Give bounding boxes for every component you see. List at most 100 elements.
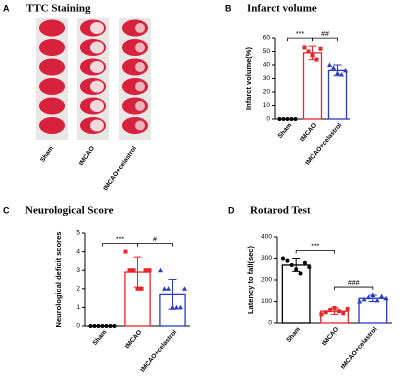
data-point [289, 262, 294, 267]
data-point [307, 265, 312, 270]
y-tick-label: 60 [263, 35, 271, 42]
significance-label: # [153, 236, 157, 243]
data-point [343, 67, 348, 73]
data-point [331, 65, 336, 70]
data-point [178, 304, 183, 310]
data-point [123, 249, 128, 254]
x-tick-label: tMCAO [124, 329, 144, 350]
data-point [293, 117, 298, 121]
infarct [90, 80, 104, 93]
y-tick-label: 3 [76, 267, 80, 274]
bar [281, 264, 311, 324]
chart-title: Infarct volume [247, 3, 317, 15]
data-point [335, 70, 340, 76]
infarct [135, 62, 145, 72]
data-point [158, 267, 163, 273]
infarct [135, 101, 145, 111]
data-point [310, 53, 315, 58]
data-point [365, 294, 371, 300]
x-tick-label: Sham [285, 326, 302, 344]
y-tick-label: 2 [76, 286, 80, 293]
y-tick-label: 4 [76, 248, 80, 255]
significance-bracket [287, 37, 313, 42]
data-point [112, 324, 117, 328]
data-point [100, 324, 105, 328]
column-label: tMCAO+celastrol [102, 145, 138, 192]
y-tick-label: 0 [266, 116, 270, 123]
panel-label: A [3, 3, 10, 13]
data-point [92, 324, 97, 328]
x-tick-label: tMCAO+celastrol [139, 329, 178, 374]
data-point [108, 324, 113, 328]
y-tick-label: 50 [263, 48, 271, 55]
y-tick-label: 200 [261, 277, 272, 284]
significance-bracket [137, 243, 173, 247]
brain-slice [39, 39, 65, 56]
y-axis-label: Latency to fall(sec) [246, 246, 255, 314]
x-tick-label: Sham [92, 329, 109, 347]
y-tick-label: 40 [263, 62, 271, 69]
data-point [285, 117, 290, 121]
significance-bracket [312, 37, 338, 42]
data-point [143, 268, 148, 273]
data-point [285, 258, 290, 263]
infarct [135, 81, 145, 92]
data-point [302, 45, 307, 50]
y-tick-label: 30 [263, 75, 271, 82]
brain-slice [39, 58, 65, 76]
data-point [294, 267, 299, 272]
panel-label: D [228, 205, 235, 215]
data-point [383, 295, 389, 301]
data-point [131, 268, 136, 273]
data-point [328, 308, 333, 313]
y-tick-label: 1 [76, 304, 80, 311]
data-point [323, 310, 328, 315]
x-tick-label: Sham [277, 122, 294, 140]
significance-label: ### [348, 280, 360, 287]
brain-slice [39, 97, 65, 115]
ttc-photo [36, 18, 151, 140]
data-point [298, 271, 303, 276]
infarct [90, 41, 104, 54]
y-axis-label: Neurological deficit scores [54, 232, 63, 328]
significance-label: *** [116, 236, 124, 243]
significance-bracket [334, 286, 374, 291]
y-tick-label: 10 [263, 102, 271, 109]
data-point [88, 324, 93, 328]
infarct [135, 120, 145, 131]
data-point [277, 117, 282, 121]
data-point [357, 299, 363, 304]
panel-label: C [3, 205, 10, 215]
data-point [332, 305, 337, 310]
data-point [339, 71, 344, 77]
infarct [90, 119, 104, 132]
data-point [174, 304, 179, 310]
significance-label: *** [311, 243, 319, 250]
data-point [289, 117, 294, 121]
data-point [306, 49, 311, 54]
infarct [90, 100, 104, 112]
data-point [319, 312, 324, 317]
x-tick-label: tMCAO+celastrol [340, 326, 379, 371]
y-tick-label: 20 [263, 89, 271, 96]
x-tick-label: tMCAO [321, 326, 341, 347]
significance-bracket [295, 250, 335, 254]
column-label: tMCAO [78, 145, 96, 167]
data-point [104, 324, 109, 328]
data-point [379, 293, 385, 299]
chart-title: Neurological Score [25, 205, 114, 217]
bar [302, 52, 323, 120]
data-point [127, 268, 132, 273]
data-point [345, 307, 350, 312]
x-tick-label: tMCAO [299, 122, 319, 143]
data-point [370, 292, 376, 298]
brain-slice [39, 78, 65, 95]
panel-label: B [225, 3, 232, 13]
significance-label: *** [296, 31, 304, 38]
significance-bracket [102, 243, 138, 247]
brain-slice [39, 117, 65, 134]
column-label: Sham [39, 145, 55, 164]
infarct [90, 22, 104, 34]
data-point [182, 286, 187, 291]
